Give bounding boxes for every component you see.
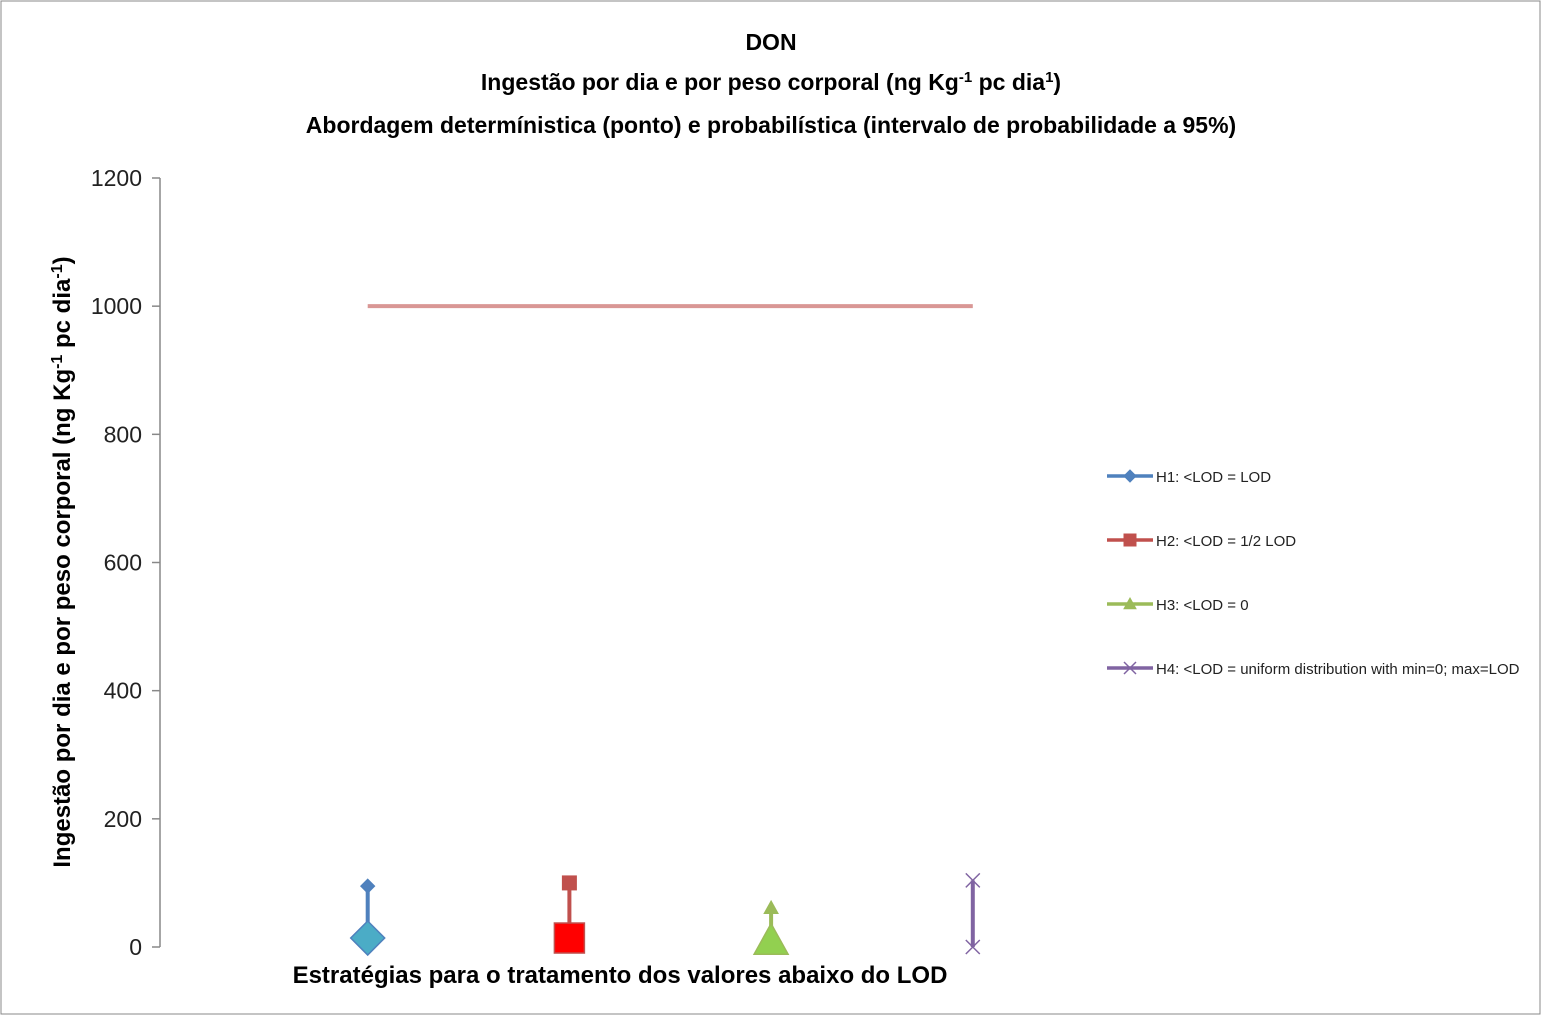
text-part: Ingestão por dia e por peso corporal (ng… <box>481 69 959 95</box>
chart-title: DON <box>745 29 796 55</box>
y-tick-label: 1000 <box>91 293 142 319</box>
y-axis-label: Ingestão por dia e por peso corporal (ng… <box>49 256 77 867</box>
marker <box>965 939 981 955</box>
legend-item: H2: <LOD = 1/2 LOD <box>1107 526 1537 590</box>
legend-item: H3: <LOD = 0 <box>1107 590 1537 654</box>
y-tick-label: 600 <box>104 550 142 576</box>
text-part: ) <box>49 256 76 264</box>
legend-label: H2: <LOD = 1/2 LOD <box>1156 533 1297 550</box>
marker <box>349 919 386 957</box>
text-part: Ingestão por dia e por peso corporal (ng… <box>49 369 76 868</box>
marker <box>1123 533 1137 547</box>
text-part: ) <box>1053 69 1061 95</box>
legend-item: H1: <LOD = LOD <box>1107 462 1537 526</box>
legend-label: H1: <LOD = LOD <box>1156 469 1272 486</box>
y-tick-label: 400 <box>104 678 142 704</box>
x-axis-label: Estratégias para o tratamento dos valore… <box>293 962 948 989</box>
marker <box>359 878 376 894</box>
text-part: -1 <box>959 69 972 86</box>
legend: H1: <LOD = LOD H2: <LOD = 1/2 LOD H3: <LOD… <box>1107 462 1537 718</box>
y-tick-label: 200 <box>104 806 142 832</box>
text-part: pc dia <box>972 69 1045 95</box>
marker <box>561 875 577 891</box>
legend-swatch <box>1107 469 1153 483</box>
text-part: pc dia <box>49 278 76 355</box>
marker <box>1123 596 1137 610</box>
text-part: -1 <box>49 355 66 369</box>
y-tick-label: 0 <box>129 934 142 960</box>
y-tick-label: 800 <box>104 421 142 447</box>
legend-swatch <box>1107 533 1153 547</box>
marker <box>965 872 981 888</box>
chart-subtitle: Abordagem determínistica (ponto) e proba… <box>306 112 1236 138</box>
legend-swatch <box>1107 661 1153 675</box>
legend-label: H4: <LOD = uniform distribution with min… <box>1156 661 1520 678</box>
text-part: -1 <box>49 264 66 278</box>
chart-subtitle: Ingestão por dia e por peso corporal (ng… <box>481 69 1061 96</box>
y-tick-label: 1200 <box>91 165 142 191</box>
text-part: 1 <box>1045 69 1053 86</box>
marker <box>1123 469 1137 483</box>
marker <box>1123 661 1137 675</box>
legend-swatch <box>1107 596 1153 610</box>
legend-label: H3: <LOD = 0 <box>1156 597 1249 614</box>
marker <box>553 922 586 954</box>
legend-item: H4: <LOD = uniform distribution with min… <box>1107 654 1537 718</box>
marker <box>752 922 790 955</box>
marker <box>763 899 779 915</box>
